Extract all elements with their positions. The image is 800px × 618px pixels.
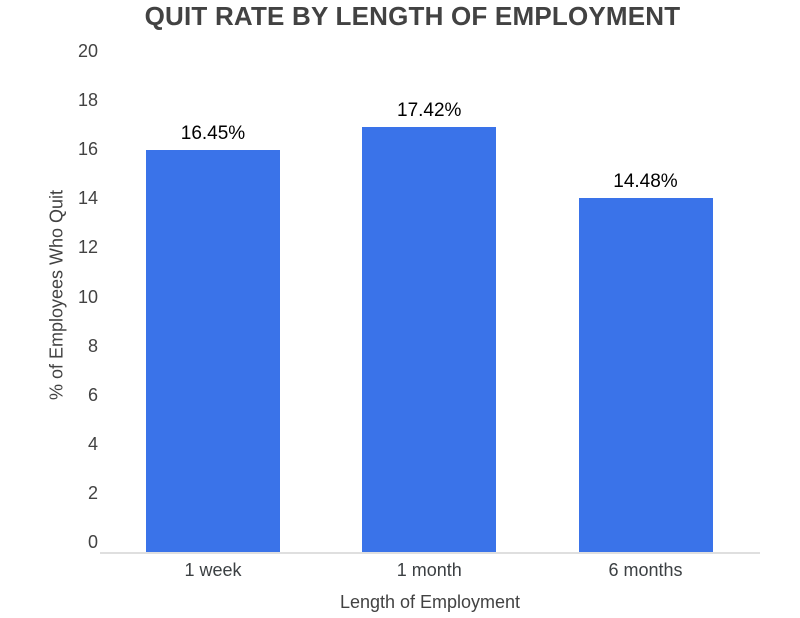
bar-value-label: 17.42% [397, 100, 462, 121]
y-tick-label: 16 [77, 139, 98, 160]
y-tick-label: 8 [87, 335, 98, 356]
bar-value-label: 16.45% [180, 123, 246, 144]
bar-1-month [362, 127, 497, 552]
x-tick-label: 6 months [608, 560, 683, 580]
y-tick-label: 4 [87, 433, 98, 454]
bar-value-label: 14.48% [613, 171, 678, 192]
bar-1-week [146, 150, 280, 552]
y-tick-label: 2 [87, 482, 98, 503]
y-tick-label: 18 [77, 90, 98, 111]
x-axis-title: Length of Employment [339, 592, 521, 612]
x-tick-label: 1 week [184, 560, 242, 580]
bar-6-months [578, 198, 713, 552]
x-axis-line [100, 552, 760, 554]
y-tick-label: 12 [77, 237, 98, 258]
y-tick-label: 14 [77, 188, 98, 209]
x-tick-label: 1 month [396, 560, 462, 580]
y-tick-label: 10 [77, 286, 98, 307]
y-tick-label: 6 [87, 384, 98, 405]
chart-title: QUIT RATE BY LENGTH OF EMPLOYMENT [144, 1, 681, 31]
y-tick-label: 0 [87, 532, 98, 552]
y-tick-label: 20 [77, 41, 98, 61]
